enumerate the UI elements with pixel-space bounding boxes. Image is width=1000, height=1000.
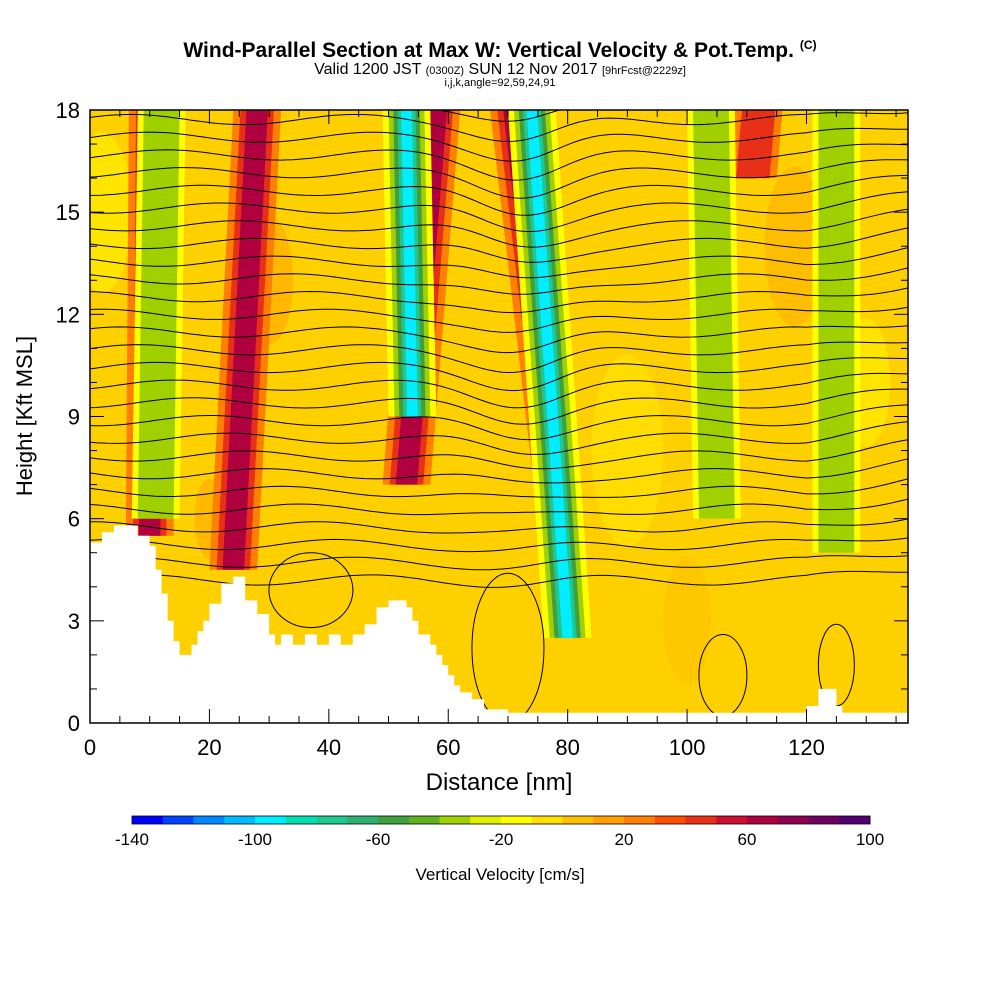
colorbar-swatch [132,816,164,824]
theta-contour [90,439,908,470]
theta-contour [90,478,908,498]
theta-contour [90,570,908,588]
downdraft-band [693,110,735,519]
colorbar-swatch [378,816,410,824]
y-tick-label: 18 [56,98,80,123]
downdraft-band [818,110,855,553]
valid-time: Valid 1200 JST (0300Z) SUN 12 Nov 2017 [… [314,61,686,78]
colorbar-swatch [747,816,779,824]
theta-contour [90,325,908,354]
x-axis-label: Distance [nm] [426,769,573,796]
x-tick-label: 60 [436,735,460,760]
copyright-mark: (C) [799,38,817,52]
theta-contour [90,357,908,392]
x-tick-label: 0 [84,735,96,760]
colorbar-swatch [408,816,440,824]
colorbar-swatch [808,816,840,824]
colorbar-tick-label: -100 [238,830,272,849]
colorbar-swatch [562,816,594,824]
colorbar-swatch [439,816,471,824]
x-tick-label: 80 [555,735,579,760]
x-tick-label: 40 [317,735,341,760]
y-tick-label: 0 [68,711,80,736]
theta-contour [90,537,908,553]
weak-motion-patch [663,556,712,685]
x-tick-label: 120 [788,735,825,760]
colorbar-swatch [255,816,287,824]
colorbar-swatch [593,816,625,824]
updraft-band [222,110,268,570]
colorbar-tick-label: -60 [366,830,391,849]
updraft-band [736,110,776,179]
grid-indices: i,j,k,angle=92,59,24,91 [444,77,556,89]
colorbar-swatch [316,816,348,824]
colorbar-swatch [624,816,656,824]
theta-contour [90,306,908,333]
theta-contour [90,143,908,181]
colorbar-swatch [716,816,748,824]
weak-motion-patch [764,166,825,327]
theta-contour [90,518,908,534]
colorbar-swatch [285,816,317,824]
theta-contour [90,388,908,425]
colorbar-swatch [685,816,717,824]
y-tick-label: 15 [56,200,80,225]
theta-contour [90,341,908,374]
y-tick-label: 3 [68,609,80,634]
theta-contour [90,159,908,199]
theta-contour [436,110,561,122]
y-tick-label: 12 [56,302,80,327]
theta-contour [90,555,908,571]
colorbar-tick-label: 60 [738,830,757,849]
theta-contour [90,127,908,162]
colorbar-swatch [193,816,225,824]
theta-contour [90,372,908,409]
colorbar-tick-label: 100 [856,830,884,849]
y-tick-label: 6 [68,507,80,532]
x-tick-label: 100 [669,735,706,760]
colorbar-swatch [654,816,686,824]
colorbar-tick-label: -140 [115,830,149,849]
theta-contour [90,174,908,216]
colorbar-swatch [501,816,533,824]
colorbar-label: Vertical Velocity [cm/s] [415,865,585,884]
downdraft-band [526,110,574,638]
colorbar-tick-label: -20 [489,830,514,849]
colorbar-swatch [224,816,256,824]
theta-contour [90,112,908,143]
weak-motion-patch [90,132,132,293]
x-tick-label: 20 [197,735,221,760]
theta-contour [90,267,908,295]
colorbar-frame [131,815,871,825]
theta-contour [90,227,908,263]
colorbar-swatch [470,816,502,824]
terrain-mask [90,525,908,723]
theta-contour [90,247,908,279]
chart-title: Wind-Parallel Section at Max W: Vertical… [183,38,817,62]
theta-contour [90,421,908,455]
colorbar-swatch [162,816,194,824]
theta-contour [90,498,908,516]
y-tick-label: 9 [68,405,80,430]
colorbar-swatch [531,816,563,824]
colorbar-swatch [839,816,871,824]
theta-contour [90,287,908,314]
weak-motion-patch [591,354,664,547]
colorbar-tick-label: 20 [615,830,634,849]
theta-contour [90,404,908,441]
colorbar-swatch [347,816,379,824]
theta-contour [90,191,908,232]
closed-contour [268,552,354,629]
theta-contour [90,458,908,484]
theta-contour [90,208,908,248]
y-axis-label: Height [Kft MSL] [12,336,37,496]
colorbar-swatch [777,816,809,824]
